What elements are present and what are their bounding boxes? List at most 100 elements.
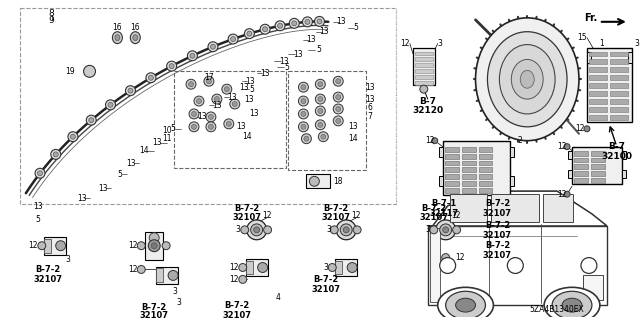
Text: 32117: 32117 bbox=[429, 209, 458, 218]
Ellipse shape bbox=[168, 270, 178, 280]
Ellipse shape bbox=[149, 233, 159, 243]
Ellipse shape bbox=[214, 97, 220, 101]
Text: B-7-1: B-7-1 bbox=[431, 199, 456, 208]
Bar bbox=[591, 157, 605, 163]
Text: 5: 5 bbox=[354, 23, 358, 32]
Bar bbox=[335, 260, 342, 275]
Bar bbox=[479, 188, 492, 193]
Ellipse shape bbox=[191, 124, 196, 129]
Bar bbox=[461, 154, 476, 158]
Bar bbox=[574, 172, 588, 176]
Text: 10: 10 bbox=[163, 126, 172, 135]
Ellipse shape bbox=[246, 220, 267, 240]
Text: 3: 3 bbox=[173, 287, 177, 296]
Text: 19: 19 bbox=[65, 67, 75, 76]
Ellipse shape bbox=[209, 115, 213, 119]
Text: 12: 12 bbox=[575, 124, 585, 133]
Ellipse shape bbox=[309, 176, 319, 186]
Text: 3: 3 bbox=[65, 255, 70, 264]
Ellipse shape bbox=[189, 109, 199, 119]
Bar bbox=[20, 8, 396, 204]
Text: B-7-2: B-7-2 bbox=[224, 301, 250, 310]
Ellipse shape bbox=[318, 108, 323, 114]
Text: 7: 7 bbox=[367, 112, 372, 121]
Bar bbox=[610, 115, 628, 120]
Bar bbox=[438, 147, 443, 156]
Bar bbox=[583, 276, 603, 300]
Ellipse shape bbox=[336, 107, 340, 111]
Ellipse shape bbox=[38, 171, 42, 176]
Bar bbox=[610, 60, 628, 64]
Bar bbox=[610, 91, 628, 96]
Ellipse shape bbox=[301, 124, 306, 129]
Text: 5: 5 bbox=[35, 215, 40, 224]
Text: 3: 3 bbox=[323, 263, 328, 272]
Bar bbox=[621, 151, 626, 158]
Bar bbox=[610, 99, 628, 104]
Ellipse shape bbox=[148, 240, 160, 252]
Ellipse shape bbox=[204, 76, 214, 86]
Text: 6: 6 bbox=[367, 102, 372, 111]
Bar bbox=[44, 239, 51, 253]
Text: 13: 13 bbox=[33, 202, 43, 211]
Ellipse shape bbox=[330, 226, 338, 234]
Text: 16: 16 bbox=[131, 23, 140, 32]
Ellipse shape bbox=[186, 79, 196, 89]
Ellipse shape bbox=[508, 258, 524, 274]
Ellipse shape bbox=[318, 132, 328, 142]
Ellipse shape bbox=[303, 17, 312, 27]
Ellipse shape bbox=[436, 220, 456, 240]
Ellipse shape bbox=[207, 79, 211, 84]
Bar bbox=[479, 181, 492, 186]
Bar bbox=[589, 60, 607, 64]
Ellipse shape bbox=[191, 111, 196, 116]
Text: 32107: 32107 bbox=[33, 275, 62, 284]
Text: B-7-2: B-7-2 bbox=[484, 221, 510, 230]
Bar bbox=[587, 52, 591, 63]
Ellipse shape bbox=[206, 112, 216, 122]
Bar bbox=[479, 174, 492, 179]
Ellipse shape bbox=[35, 168, 45, 178]
Ellipse shape bbox=[336, 118, 340, 123]
Bar bbox=[445, 174, 459, 179]
Ellipse shape bbox=[189, 122, 199, 132]
Ellipse shape bbox=[316, 94, 325, 104]
Ellipse shape bbox=[51, 149, 61, 159]
Text: 12: 12 bbox=[229, 263, 239, 272]
Ellipse shape bbox=[38, 242, 46, 250]
Ellipse shape bbox=[564, 191, 570, 197]
Bar bbox=[589, 91, 607, 96]
Bar bbox=[156, 267, 178, 284]
Ellipse shape bbox=[445, 291, 486, 319]
Text: 3: 3 bbox=[635, 39, 639, 48]
Text: 13: 13 bbox=[212, 100, 221, 109]
Ellipse shape bbox=[239, 264, 246, 271]
Text: 1: 1 bbox=[600, 39, 604, 48]
Text: 32107: 32107 bbox=[483, 251, 512, 260]
Text: 14: 14 bbox=[348, 134, 358, 143]
Ellipse shape bbox=[208, 42, 218, 52]
Bar bbox=[510, 147, 515, 156]
Bar bbox=[428, 226, 607, 305]
Text: 13: 13 bbox=[77, 194, 86, 203]
Ellipse shape bbox=[340, 224, 352, 236]
Bar bbox=[568, 151, 572, 158]
Bar bbox=[492, 194, 539, 222]
Text: 12: 12 bbox=[557, 190, 567, 199]
Ellipse shape bbox=[162, 242, 170, 250]
Text: 13: 13 bbox=[244, 95, 253, 104]
Text: 32107: 32107 bbox=[419, 213, 448, 222]
Polygon shape bbox=[428, 191, 607, 226]
Ellipse shape bbox=[511, 60, 543, 99]
Ellipse shape bbox=[336, 95, 340, 100]
Text: 13: 13 bbox=[99, 184, 108, 193]
Bar bbox=[461, 181, 476, 186]
Text: B-7-2: B-7-2 bbox=[234, 204, 259, 212]
Ellipse shape bbox=[298, 96, 308, 106]
Ellipse shape bbox=[301, 99, 306, 104]
Text: 32107: 32107 bbox=[140, 310, 169, 320]
Text: B-7-2: B-7-2 bbox=[324, 204, 349, 212]
Ellipse shape bbox=[230, 36, 236, 42]
Ellipse shape bbox=[499, 44, 555, 114]
Ellipse shape bbox=[230, 99, 240, 109]
